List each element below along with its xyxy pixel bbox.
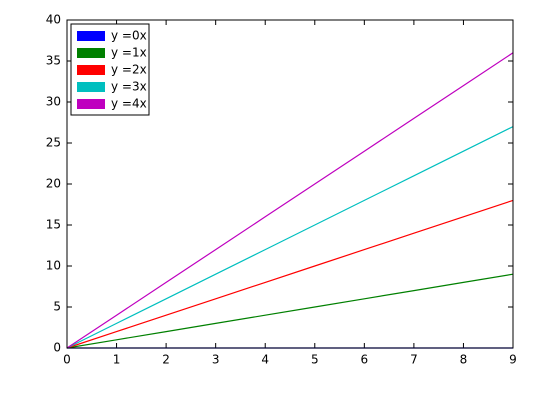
legend-swatch — [77, 99, 105, 109]
legend-label: y =4x — [111, 97, 147, 111]
legend-label: y =3x — [111, 80, 147, 94]
x-tick-label: 3 — [212, 353, 220, 367]
legend-swatch — [77, 82, 105, 92]
legend-label: y =2x — [111, 63, 147, 77]
line — [66, 126, 514, 349]
x-tick-label: 8 — [460, 353, 468, 367]
legend-label: y =1x — [111, 46, 147, 60]
x-tick-label: 1 — [113, 353, 121, 367]
x-tick-label: 2 — [162, 353, 170, 367]
x-tick-label: 4 — [261, 353, 269, 367]
x-tick-label: 7 — [410, 353, 418, 367]
legend-swatch — [77, 65, 105, 75]
line — [66, 52, 514, 349]
y-tick-label: 0 — [53, 341, 61, 355]
x-tick-label: 5 — [311, 353, 319, 367]
y-tick-label: 20 — [46, 177, 61, 191]
line — [66, 199, 514, 349]
y-tick-label: 10 — [46, 259, 61, 273]
legend-swatch — [77, 31, 105, 41]
y-tick-label: 5 — [53, 300, 61, 314]
x-tick-label: 6 — [361, 353, 369, 367]
x-tick-label: 9 — [509, 353, 517, 367]
y-tick-label: 15 — [46, 218, 61, 232]
legend-label: y =0x — [111, 29, 147, 43]
legend-swatch — [77, 48, 105, 58]
x-tick-label: 0 — [63, 353, 71, 367]
y-tick-label: 35 — [46, 54, 61, 68]
y-tick-label: 25 — [46, 136, 61, 150]
y-tick-label: 40 — [46, 13, 61, 27]
line — [66, 273, 514, 349]
y-tick-label: 30 — [46, 95, 61, 109]
plot-frame — [66, 19, 514, 349]
